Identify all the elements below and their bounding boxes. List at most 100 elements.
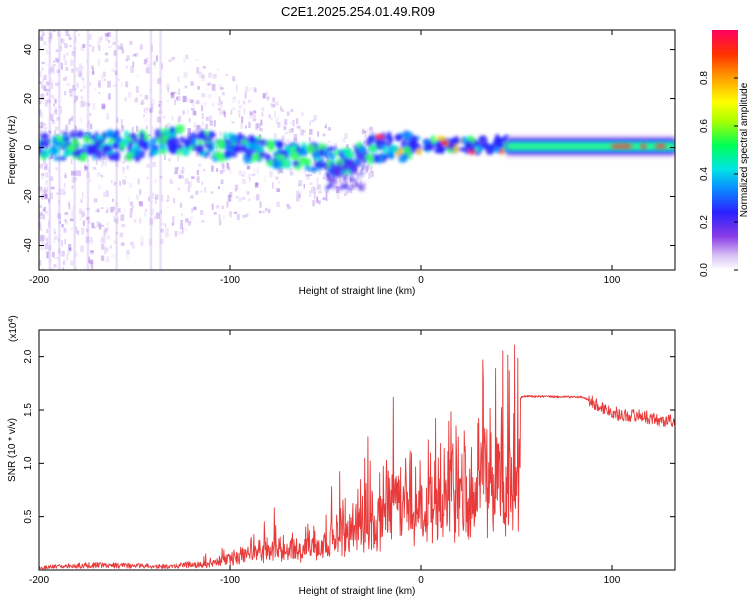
noise-speck	[50, 267, 54, 270]
noise-speck	[59, 106, 62, 109]
noise-speck	[57, 248, 61, 254]
ridge-blob	[55, 141, 64, 147]
noise-speck	[303, 183, 306, 189]
noise-speck	[171, 180, 175, 185]
noise-speck	[39, 260, 42, 266]
noise-speck	[154, 194, 159, 200]
noise-speck	[112, 36, 115, 40]
noise-speck	[69, 93, 73, 97]
noise-speck	[355, 180, 359, 183]
noise-speck	[187, 128, 191, 135]
noise-speck	[259, 186, 262, 192]
noise-speck	[258, 128, 263, 132]
noise-speck	[190, 99, 194, 104]
noise-speck	[67, 248, 70, 256]
noise-speck	[50, 186, 55, 190]
noise-speck	[211, 165, 214, 172]
ridge-blob	[53, 156, 62, 161]
noise-speck	[106, 235, 111, 240]
noise-speck	[262, 210, 265, 214]
noise-speck	[306, 174, 310, 180]
noise-speck	[116, 252, 119, 256]
noise-speck	[322, 133, 325, 137]
noise-speck	[64, 239, 67, 245]
noise-speck	[121, 46, 124, 54]
snr-y-tick-label: 1.5	[23, 403, 34, 417]
noise-speck	[125, 66, 128, 69]
noise-speck	[80, 100, 85, 108]
noise-speck	[49, 192, 54, 200]
noise-speck	[64, 60, 68, 66]
noise-speck	[45, 100, 48, 107]
ridge-blob	[160, 145, 167, 151]
noise-speck	[299, 188, 303, 194]
noise-speck	[43, 137, 46, 144]
noise-speck	[218, 96, 221, 102]
noise-speck	[173, 171, 177, 175]
ridge-blob	[362, 182, 366, 188]
noise-speck	[75, 30, 78, 32]
noise-speck	[159, 209, 163, 214]
noise-speck	[46, 228, 49, 234]
snr-y-tick-label: 1.0	[23, 456, 34, 470]
noise-speck	[57, 30, 59, 33]
noise-speck	[275, 176, 279, 180]
noise-speck	[89, 123, 93, 130]
noise-speck	[261, 107, 265, 112]
ridge-blob	[401, 146, 412, 155]
noise-speck	[172, 91, 176, 94]
noise-speck	[128, 183, 133, 189]
noise-speck	[64, 212, 69, 215]
noise-speck	[280, 108, 285, 113]
noise-speck	[59, 272, 62, 276]
noise-speck	[313, 186, 316, 192]
noise-speck	[39, 186, 43, 190]
ridge-blob	[40, 133, 50, 139]
noise-speck	[174, 230, 178, 237]
noise-speck	[48, 22, 50, 27]
noise-speck	[331, 175, 335, 180]
noise-speck	[81, 192, 84, 199]
colorbar-label: Normalized spectral amplitude	[739, 82, 750, 217]
noise-speck	[104, 52, 109, 56]
noise-speck	[185, 54, 189, 60]
noise-speck	[367, 163, 370, 170]
noise-speck	[124, 176, 128, 179]
noise-speck	[264, 175, 267, 183]
noise-speck	[79, 24, 81, 29]
noise-speck	[47, 21, 50, 25]
noise-speck	[52, 64, 57, 67]
noise-speck	[112, 41, 116, 45]
noise-speck	[120, 118, 123, 125]
ridge-blob	[353, 178, 357, 184]
noise-speck	[255, 194, 260, 201]
noise-speck	[39, 213, 44, 220]
ridge-blob	[139, 131, 145, 141]
noise-speck	[90, 262, 93, 266]
noise-speck	[234, 188, 238, 192]
noise-speck	[145, 209, 148, 212]
ridge-blob	[469, 146, 476, 151]
noise-speck	[149, 218, 154, 225]
ridge-blob	[241, 138, 246, 145]
noise-speck	[191, 176, 195, 179]
noise-speck	[114, 211, 119, 216]
noise-speck	[293, 137, 298, 143]
noise-speck	[54, 235, 59, 240]
noise-speck	[78, 63, 82, 69]
noise-speck	[63, 258, 67, 266]
noise-speck	[206, 87, 209, 92]
noise-speck	[234, 184, 239, 190]
noise-speck	[98, 185, 101, 190]
noise-speck	[50, 67, 55, 74]
noise-speck	[88, 256, 90, 263]
noise-speck	[129, 212, 133, 218]
noise-speck	[148, 238, 153, 246]
noise-speck	[47, 220, 50, 228]
noise-speck	[230, 109, 233, 115]
noise-speck	[123, 208, 126, 213]
ridge-blob	[282, 159, 288, 167]
noise-speck	[157, 78, 161, 84]
noise-speck	[166, 99, 170, 103]
ridge-blob	[257, 139, 267, 145]
